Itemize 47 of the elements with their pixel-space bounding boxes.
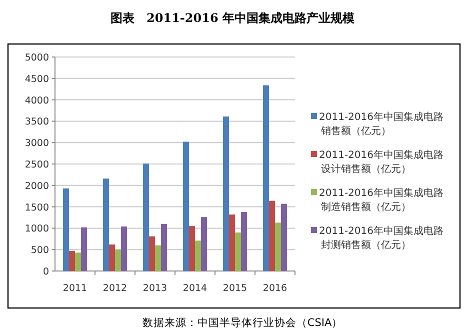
- y-tick-label: 1000: [24, 224, 49, 235]
- y-tick-label: 5000: [24, 52, 49, 64]
- x-tick-label: 2012: [102, 283, 128, 294]
- bar: [81, 227, 87, 271]
- bar: [121, 226, 127, 271]
- y-tick-label: 4500: [24, 74, 49, 85]
- y-tick-label: 1500: [24, 202, 49, 214]
- legend-label: 2011-2016年中国集成电路销售额（亿元）: [319, 111, 444, 137]
- bar: [109, 244, 115, 271]
- bar: [281, 204, 287, 271]
- y-tick-label: 3000: [24, 138, 49, 150]
- x-tick-label: 2016: [262, 283, 288, 294]
- bar: [103, 178, 109, 271]
- chart-title: 图表 2011-2016 年中国集成电路产业规模: [110, 11, 354, 25]
- x-tick-label: 2015: [222, 283, 248, 294]
- bar: [189, 226, 195, 271]
- bar: [263, 85, 269, 271]
- bar: [75, 252, 81, 271]
- bar: [63, 188, 69, 271]
- legend-label: 2011-2016年中国集成电路封测销售额（亿元）: [319, 225, 444, 251]
- x-tick-label: 2014: [182, 283, 208, 294]
- bar: [229, 214, 235, 271]
- x-tick-label: 2013: [142, 283, 168, 294]
- bar: [241, 212, 247, 271]
- bar: [161, 224, 167, 271]
- bar: [235, 232, 241, 271]
- bar: [269, 200, 275, 271]
- bar: [183, 142, 189, 271]
- bar: [201, 217, 207, 271]
- y-tick-label: 500: [30, 245, 49, 256]
- bar: [115, 250, 121, 271]
- source-note: 数据来源：中国半导体行业协会（CSIA）: [142, 316, 343, 329]
- bar: [155, 245, 161, 271]
- legend-label: 2011-2016年中国集成电路制造销售额（亿元）: [319, 187, 444, 213]
- bar: [195, 240, 201, 271]
- bar: [223, 116, 229, 271]
- bar: [275, 222, 281, 271]
- y-tick-label: 3500: [24, 116, 49, 128]
- bar: [69, 250, 75, 271]
- y-tick-label: 4000: [24, 95, 49, 106]
- legend-label: 2011-2016年中国集成电路设计销售额（亿元）: [319, 149, 444, 175]
- y-tick-label: 2000: [24, 180, 49, 192]
- x-tick-label: 2011: [62, 283, 88, 294]
- bar: [149, 236, 155, 271]
- y-tick-label: 2500: [24, 160, 49, 170]
- y-tick-label: 0: [42, 266, 49, 278]
- bar: [143, 164, 149, 271]
